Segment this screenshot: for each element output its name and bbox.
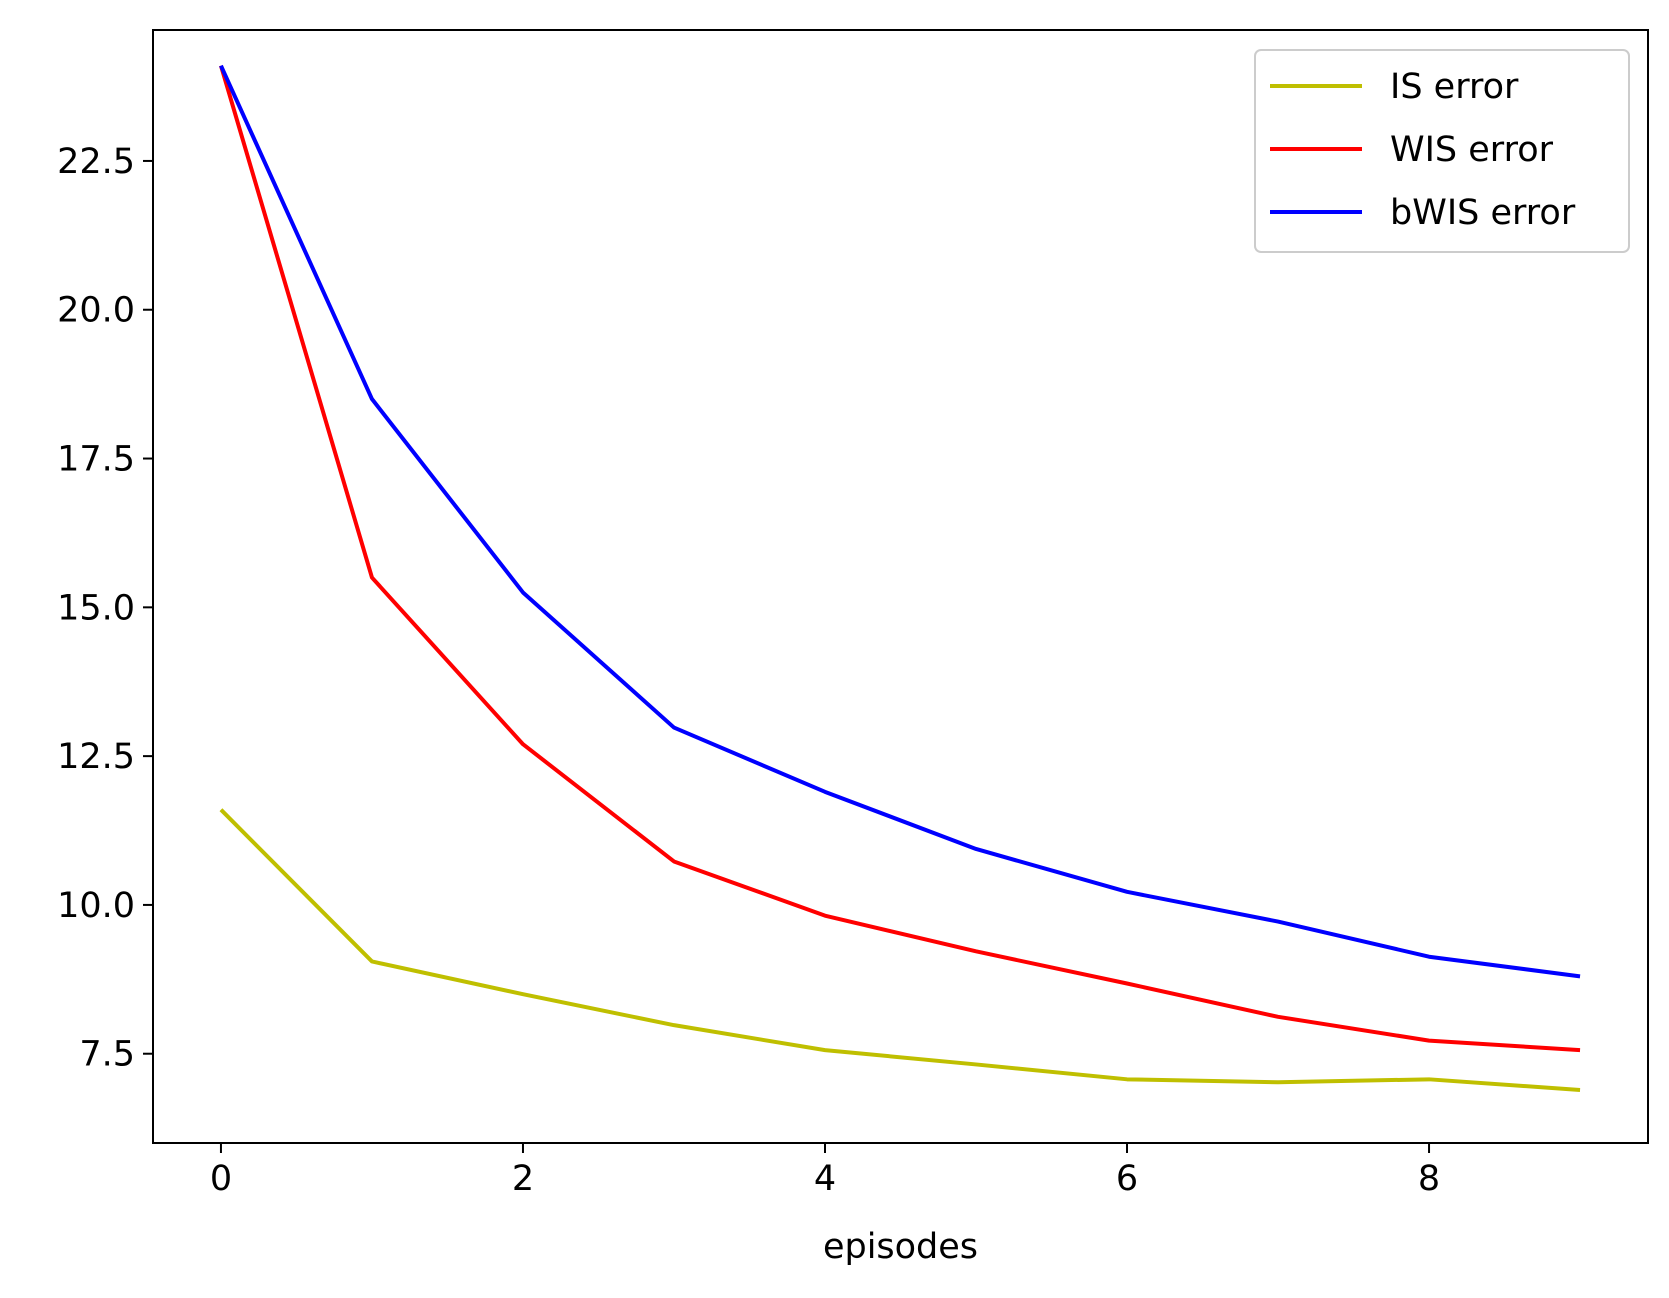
legend-item-is-error: IS error [1270, 67, 1519, 107]
y-tick-label: 17.5 [57, 440, 135, 480]
legend-label: bWIS error [1390, 193, 1576, 233]
legend-box [1254, 49, 1630, 253]
series-line-is-error [219, 808, 1581, 1093]
x-tick-label: 8 [1418, 1159, 1440, 1199]
y-axis-ticks: 7.5 10.0 12.5 15.0 17.5 20.0 22.5 [57, 142, 153, 1075]
x-tick-label: 2 [512, 1159, 534, 1199]
y-tick-label: 10.0 [57, 886, 135, 926]
y-tick-label: 15.0 [57, 588, 135, 628]
series-line-bwis-error [219, 64, 1581, 979]
x-axis-ticks: 0 2 4 6 8 [210, 1143, 1440, 1199]
legend-label: WIS error [1390, 130, 1554, 170]
x-tick-label: 0 [210, 1159, 232, 1199]
series-layer [219, 64, 1581, 1093]
plot-area-frame [152, 29, 1649, 1144]
y-tick-label: 20.0 [57, 291, 135, 331]
series-line-wis-error [219, 65, 1581, 1053]
x-tick-label: 4 [814, 1159, 836, 1199]
y-tick-label: 22.5 [57, 142, 135, 182]
legend-item-bwis-error: bWIS error [1270, 193, 1576, 233]
y-tick-label: 12.5 [57, 737, 135, 777]
y-tick-label: 7.5 [79, 1035, 135, 1075]
x-axis-label: episodes [823, 1227, 978, 1267]
legend-label: IS error [1390, 67, 1519, 107]
x-tick-label: 6 [1116, 1159, 1138, 1199]
legend: IS error WIS error bWIS error [1254, 49, 1630, 253]
legend-item-wis-error: WIS error [1270, 130, 1554, 170]
